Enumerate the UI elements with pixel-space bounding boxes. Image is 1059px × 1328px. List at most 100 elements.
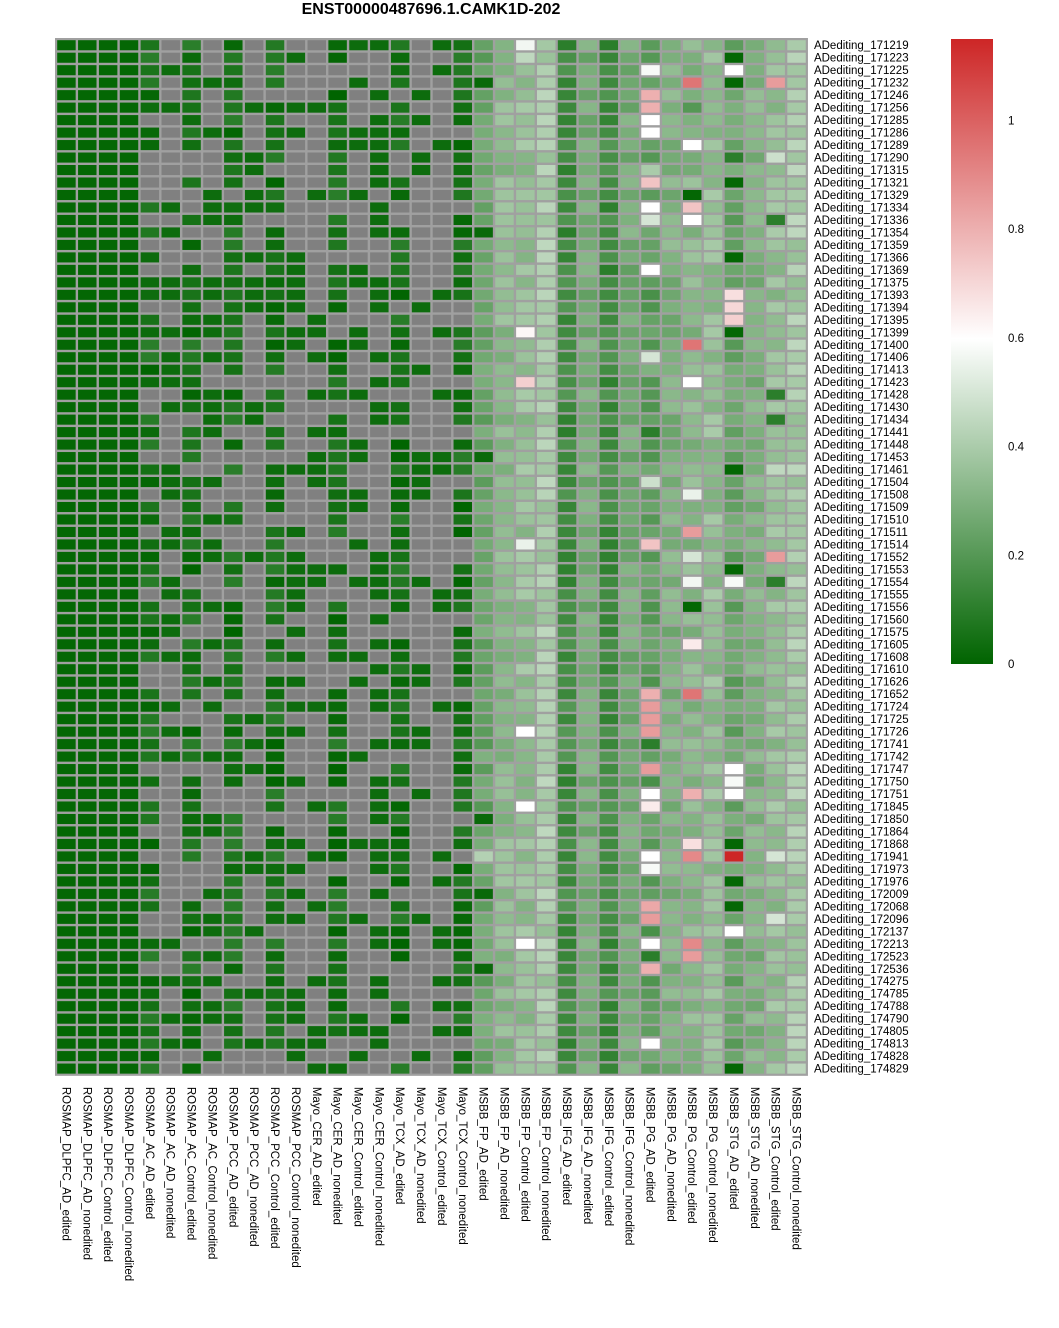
heatmap-cell <box>390 826 410 837</box>
heatmap-cell <box>286 626 306 637</box>
heatmap-cell <box>578 589 598 600</box>
heatmap-cell <box>307 389 326 400</box>
heatmap-cell <box>495 439 514 450</box>
heatmap-cell <box>286 776 306 787</box>
heatmap-cell <box>745 1026 765 1037</box>
heatmap-cell <box>745 514 765 525</box>
heatmap-cell <box>57 389 76 400</box>
heatmap-cell <box>557 1051 577 1062</box>
heatmap-cell <box>620 40 639 51</box>
heatmap-cell <box>244 464 264 475</box>
heatmap-cell <box>161 726 180 737</box>
heatmap-cell <box>182 377 201 388</box>
heatmap-cell <box>140 514 160 525</box>
heatmap-cell <box>578 377 598 388</box>
heatmap-cell <box>641 714 660 725</box>
column-label: MSBB_IFG_Control_nonedited <box>623 1087 635 1246</box>
heatmap-cell <box>98 564 118 575</box>
heatmap-cell <box>307 651 326 662</box>
column-label: ROSMAP_DLPFC_Control_nonedited <box>122 1087 134 1281</box>
heatmap-cell <box>620 539 639 550</box>
heatmap-cell <box>766 277 785 288</box>
heatmap-cell <box>432 514 452 525</box>
heatmap-cell <box>328 863 347 874</box>
heatmap-cell <box>683 551 702 562</box>
heatmap-cell <box>599 764 619 775</box>
heatmap-cell <box>724 202 744 213</box>
heatmap-cell <box>182 227 201 238</box>
heatmap-cell <box>161 339 180 350</box>
heatmap-cell <box>161 826 180 837</box>
heatmap-cell <box>328 1026 347 1037</box>
heatmap-cell <box>495 227 514 238</box>
heatmap-cell <box>557 789 577 800</box>
heatmap-cell <box>745 277 765 288</box>
heatmap-cell <box>599 364 619 375</box>
heatmap-cell <box>495 452 514 463</box>
heatmap-cell <box>683 477 702 488</box>
heatmap-cell <box>140 539 160 550</box>
heatmap-cell <box>161 214 180 225</box>
row-label: ADediting_171289 <box>814 140 909 152</box>
heatmap-cell <box>453 764 472 775</box>
heatmap-cell <box>474 551 493 562</box>
heatmap-cell <box>57 664 76 675</box>
heatmap-cell <box>453 439 472 450</box>
heatmap-cell <box>662 1063 681 1074</box>
heatmap-cell <box>98 464 118 475</box>
heatmap-cell <box>286 152 306 163</box>
heatmap-cell <box>766 938 785 949</box>
heatmap-cell <box>328 289 347 300</box>
heatmap-cell <box>683 701 702 712</box>
heatmap-cell <box>599 801 619 812</box>
heatmap-cell <box>182 626 201 637</box>
heatmap-cell <box>390 314 410 325</box>
heatmap-cell <box>662 689 681 700</box>
heatmap-cell <box>57 751 76 762</box>
heatmap-cell <box>203 227 222 238</box>
heatmap-cell <box>453 726 472 737</box>
heatmap-cell <box>474 277 493 288</box>
heatmap-cell <box>57 689 76 700</box>
heatmap-cell <box>57 838 76 849</box>
heatmap-cell <box>98 115 118 126</box>
heatmap-cell <box>724 1026 744 1037</box>
heatmap-cell <box>161 926 180 937</box>
heatmap-cell <box>203 901 222 912</box>
heatmap-cell <box>516 90 535 101</box>
heatmap-cell <box>662 551 681 562</box>
heatmap-cell <box>453 140 472 151</box>
heatmap-cell <box>641 726 660 737</box>
heatmap-cell <box>599 888 619 899</box>
heatmap-cell <box>265 364 285 375</box>
heatmap-cell <box>557 838 577 849</box>
row-label: ADediting_171286 <box>814 128 909 140</box>
heatmap-cell <box>745 576 765 587</box>
heatmap-cell <box>662 851 681 862</box>
heatmap-cell <box>787 514 806 525</box>
row-label: ADediting_171399 <box>814 327 909 339</box>
heatmap-cell <box>182 751 201 762</box>
heatmap-cell <box>641 664 660 675</box>
heatmap-cell <box>370 464 389 475</box>
heatmap-cell <box>724 414 744 425</box>
heatmap-cell <box>787 214 806 225</box>
heatmap-cell <box>578 339 598 350</box>
heatmap-cell <box>724 689 744 700</box>
heatmap-cell <box>203 876 222 887</box>
heatmap-cell <box>620 189 639 201</box>
heatmap-cell <box>724 152 744 163</box>
heatmap-cell <box>703 314 723 325</box>
column-label: MSBB_STG_Control_nonedited <box>790 1087 802 1250</box>
heatmap-cell <box>411 202 431 213</box>
heatmap-cell <box>557 576 577 587</box>
row-label: ADediting_174829 <box>814 1064 909 1076</box>
heatmap-cell <box>724 976 744 987</box>
heatmap-cell <box>286 314 306 325</box>
heatmap-cell <box>662 714 681 725</box>
heatmap-cell <box>57 951 76 962</box>
heatmap-cell <box>370 651 389 662</box>
heatmap-cell <box>557 90 577 101</box>
heatmap-cell <box>161 601 180 612</box>
heatmap-cell <box>161 676 180 687</box>
